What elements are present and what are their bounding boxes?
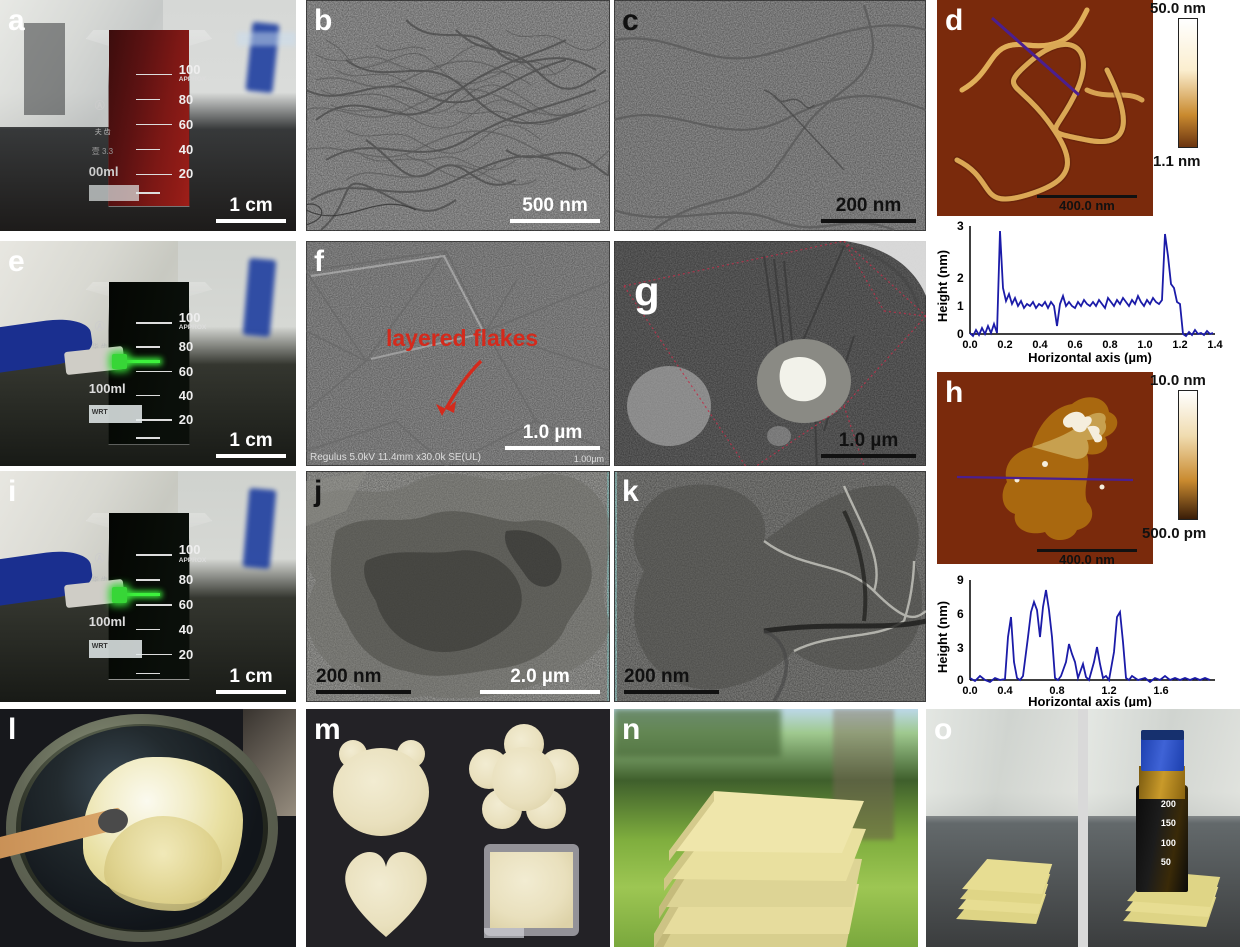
svg-text:1.6: 1.6	[1153, 685, 1168, 697]
svg-text:3: 3	[957, 219, 964, 233]
svg-text:2: 2	[957, 271, 964, 285]
svg-text:1.4: 1.4	[1207, 339, 1223, 351]
svg-text:1.2: 1.2	[1172, 339, 1187, 351]
svg-text:Horizontal axis (µm): Horizontal axis (µm)	[1028, 694, 1152, 707]
svg-text:0.2: 0.2	[997, 339, 1012, 351]
svg-text:1: 1	[957, 299, 964, 313]
svg-text:9: 9	[957, 573, 964, 587]
svg-text:0.4: 0.4	[997, 685, 1013, 697]
svg-text:Horizontal axis (µm): Horizontal axis (µm)	[1028, 350, 1152, 364]
svg-text:0.0: 0.0	[962, 339, 977, 351]
svg-text:Height (nm): Height (nm)	[935, 601, 950, 673]
svg-text:0.0: 0.0	[962, 685, 977, 697]
svg-text:g: g	[634, 268, 660, 315]
svg-text:Height (nm): Height (nm)	[935, 250, 950, 322]
svg-text:6: 6	[957, 607, 964, 621]
svg-text:3: 3	[957, 641, 964, 655]
svg-text:layered flakes: layered flakes	[386, 325, 538, 351]
